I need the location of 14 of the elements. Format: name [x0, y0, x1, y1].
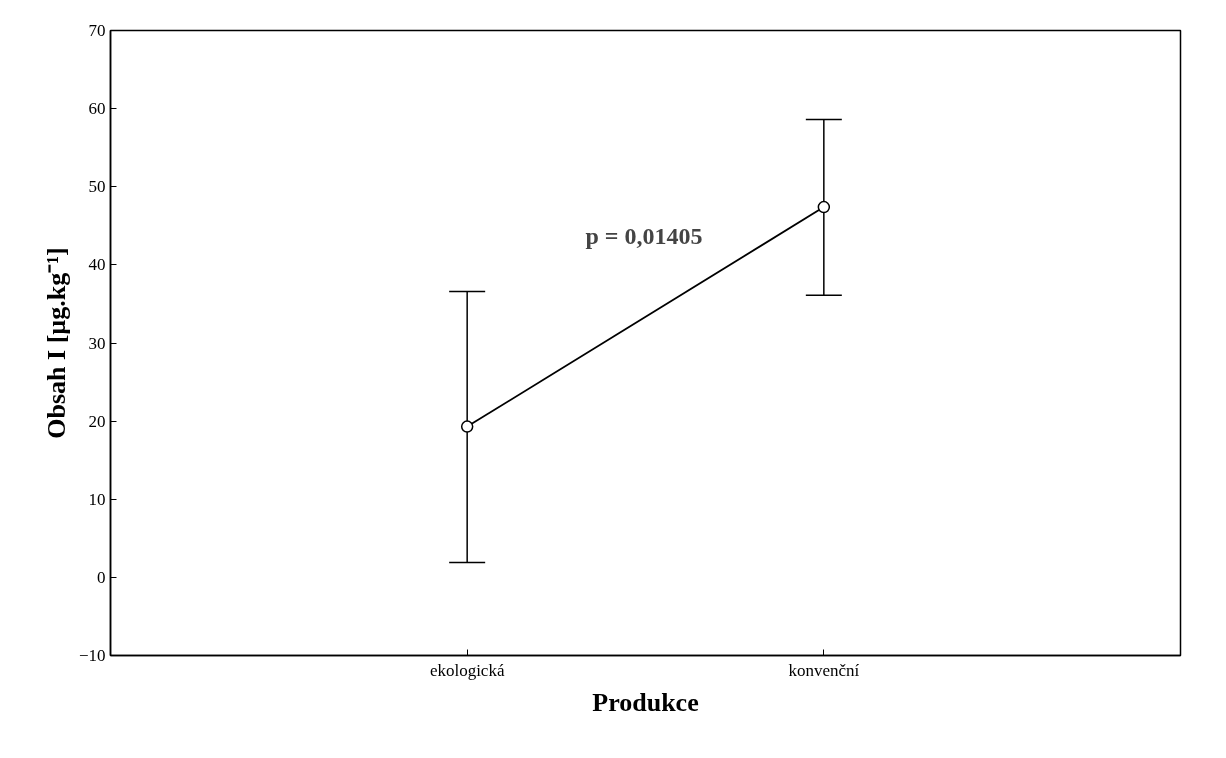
y-tick-label: 40 [88, 255, 106, 275]
y-tick-label: 10 [88, 489, 106, 509]
y-axis-title: Obsah I [µg.kg⁻¹] [41, 247, 71, 439]
y-tick-label: 60 [88, 99, 106, 119]
y-tick-label: 20 [88, 411, 106, 431]
y-tick-label: −10 [78, 646, 106, 665]
y-tick-label: 30 [88, 333, 106, 353]
y-tick-label: 50 [88, 177, 106, 197]
annotation: p = 0,01405 [585, 223, 703, 250]
x-tick-label: konvenční [788, 660, 860, 680]
y-tick-label: 0 [97, 567, 106, 587]
x-axis-title: Produkce [592, 687, 699, 717]
x-tick-label: ekologická [429, 660, 505, 680]
y-tick-label: 70 [88, 21, 106, 40]
